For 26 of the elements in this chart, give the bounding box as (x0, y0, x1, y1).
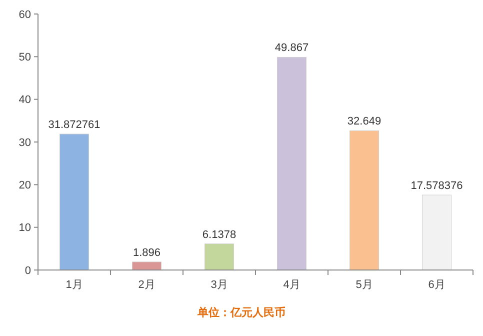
bar (204, 244, 234, 270)
x-tick-label: 4月 (283, 279, 300, 291)
data-label: 49.867 (274, 42, 309, 54)
x-tick-label: 1月 (66, 279, 83, 291)
bar (60, 134, 89, 270)
y-tick-label: 40 (18, 94, 31, 106)
bar (422, 194, 452, 270)
data-label: 6.1378 (202, 228, 236, 241)
y-tick-label: 10 (18, 222, 31, 234)
text: 单位：亿元人民币 (196, 306, 286, 319)
y-tick-label: 50 (18, 52, 31, 64)
data-label: 32.649 (347, 116, 382, 128)
x-tick-label: 6月 (428, 279, 446, 291)
bar (132, 262, 162, 270)
y-tick-label: 20 (18, 180, 31, 192)
x-tick-label: 2月 (138, 279, 156, 291)
y-tick-label: 30 (18, 136, 31, 149)
y-tick-label: 60 (18, 8, 31, 21)
bar (277, 56, 306, 270)
data-label: 1.896 (132, 246, 161, 259)
y-tick-label: 0 (24, 264, 31, 277)
bar (350, 130, 379, 270)
x-tick-label: 3月 (210, 279, 228, 291)
x-tick-label: 5月 (356, 279, 373, 291)
data-label: 17.578376 (410, 180, 463, 192)
data-label: 31.872761 (48, 119, 100, 132)
